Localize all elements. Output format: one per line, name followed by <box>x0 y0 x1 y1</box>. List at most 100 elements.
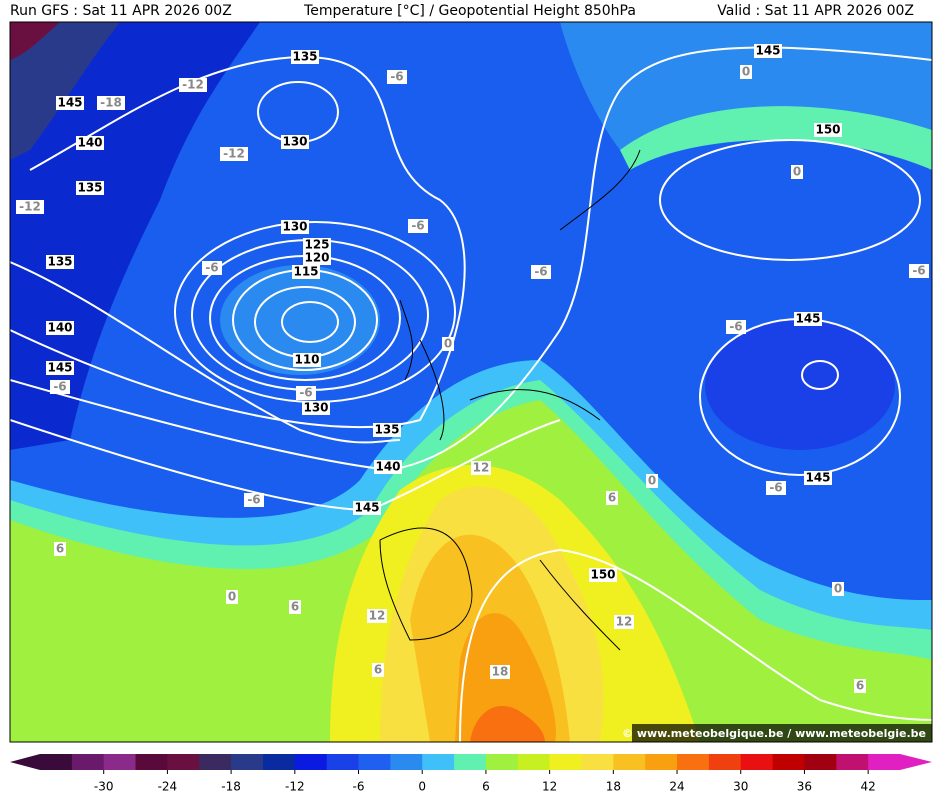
temperature-label-bg <box>442 337 454 351</box>
temperature-label: 6 <box>856 679 864 693</box>
height-label-bg <box>814 123 842 137</box>
temperature-label: 6 <box>56 542 64 556</box>
temperature-label-bg <box>220 147 248 161</box>
temperature-label-bg <box>367 609 387 623</box>
mild-region <box>560 22 932 150</box>
temperature-label: -6 <box>769 481 782 495</box>
height-label-bg <box>281 135 309 149</box>
temperature-label-bg <box>740 65 752 79</box>
colorbar-tick-label: 0 <box>418 780 426 794</box>
colorbar-tick-label: 36 <box>797 780 812 794</box>
colorbar-segment <box>294 754 328 770</box>
height-label-bg <box>754 44 782 58</box>
colorbar-segment <box>199 754 232 770</box>
height-label-bg <box>303 238 331 252</box>
colorbar-segment <box>772 754 805 770</box>
valid-label: Valid : Sat 11 APR 2026 00Z <box>717 3 914 19</box>
temperature-label: 12 <box>473 461 490 475</box>
temperature-label: -6 <box>299 386 312 400</box>
height-label: 135 <box>292 50 317 64</box>
watermark: © www.meteobelgique.be / www.meteobelgie… <box>622 727 926 740</box>
height-label: 120 <box>304 251 329 265</box>
temperature-label: 6 <box>374 663 382 677</box>
colorbar-segment <box>390 754 423 770</box>
height-label: 150 <box>590 568 615 582</box>
temperature-label-bg <box>244 493 264 507</box>
height-label: 135 <box>374 423 399 437</box>
colorbar-segment <box>231 754 264 770</box>
colorbar-tick-label: -24 <box>158 780 178 794</box>
height-label: 115 <box>293 265 318 279</box>
temperature-label-bg <box>226 590 238 604</box>
temperature-label-bg <box>179 78 207 92</box>
temperature-label-bg <box>50 380 70 394</box>
height-label-bg <box>76 181 104 195</box>
colorbar-tick-label: 6 <box>482 780 490 794</box>
temperature-label: 6 <box>291 600 299 614</box>
temperature-label-bg <box>909 264 929 278</box>
temperature-label: -6 <box>534 265 547 279</box>
height-label-bg <box>373 423 401 437</box>
temperature-label: 0 <box>228 590 236 604</box>
temperature-label: 0 <box>648 474 656 488</box>
height-label-bg <box>46 321 74 335</box>
colorbar-tick-label: -30 <box>94 780 114 794</box>
height-label: 145 <box>57 96 82 110</box>
temperature-label-bg <box>372 663 384 677</box>
colorbar-segment <box>167 754 200 770</box>
temperature-label: -6 <box>205 261 218 275</box>
colorbar-segment <box>40 754 73 770</box>
temperature-label: 0 <box>444 337 452 351</box>
colorbar-segment <box>868 754 901 770</box>
cold-pool <box>705 320 895 450</box>
temperature-label-bg <box>387 70 407 84</box>
temperature-label: 12 <box>369 609 386 623</box>
colorbar-segment <box>581 754 614 770</box>
temperature-label-bg <box>54 542 66 556</box>
height-label-bg <box>374 460 402 474</box>
colorbar-segment <box>645 754 678 770</box>
colorbar-segment <box>708 754 742 770</box>
map-title: Temperature [°C] / Geopotential Height 8… <box>303 3 636 19</box>
temperature-label: 12 <box>616 615 633 629</box>
colorbar-segment <box>262 754 296 770</box>
height-label: 130 <box>303 401 328 415</box>
colorbar-arrow <box>10 754 40 770</box>
run-label: Run GFS : Sat 11 APR 2026 00Z <box>10 3 232 19</box>
temperature-label: 0 <box>742 65 750 79</box>
height-label-bg <box>46 255 74 269</box>
height-label: 130 <box>282 135 307 149</box>
height-label-bg <box>76 136 104 150</box>
temperature-label-bg <box>726 320 746 334</box>
colorbar-tick-label: -12 <box>285 780 305 794</box>
height-label-bg <box>293 353 321 367</box>
map: 1351301451401351301251201151101301351401… <box>10 22 932 742</box>
height-label: 125 <box>304 238 329 252</box>
colorbar-tick-label: 24 <box>669 780 684 794</box>
temperature-label-bg <box>97 96 125 110</box>
temperature-label: -6 <box>729 320 742 334</box>
colorbar-segment <box>485 754 519 770</box>
temperature-label-bg <box>408 219 428 233</box>
temperature-label: 18 <box>492 665 509 679</box>
temperature-label: -12 <box>182 78 204 92</box>
temperature-label-bg <box>766 481 786 495</box>
contour-labels: 1351301451401351301251201151101301351401… <box>16 44 929 693</box>
height-label-bg <box>353 501 381 515</box>
colorbar-segment <box>804 754 837 770</box>
temperature-label-bg <box>854 679 866 693</box>
height-label-bg <box>794 312 822 326</box>
temperature-label: 0 <box>834 582 842 596</box>
colorbar-segment <box>517 754 551 770</box>
height-label: 145 <box>795 312 820 326</box>
temperature-label: -18 <box>100 96 122 110</box>
height-label-bg <box>281 220 309 234</box>
temperature-label-bg <box>531 265 551 279</box>
colorbar-segment <box>613 754 646 770</box>
colorbar-segment <box>454 754 487 770</box>
temperature-label: 6 <box>608 491 616 505</box>
temperature-label-bg <box>289 600 301 614</box>
temperature-label: -6 <box>390 70 403 84</box>
height-label-bg <box>46 361 74 375</box>
